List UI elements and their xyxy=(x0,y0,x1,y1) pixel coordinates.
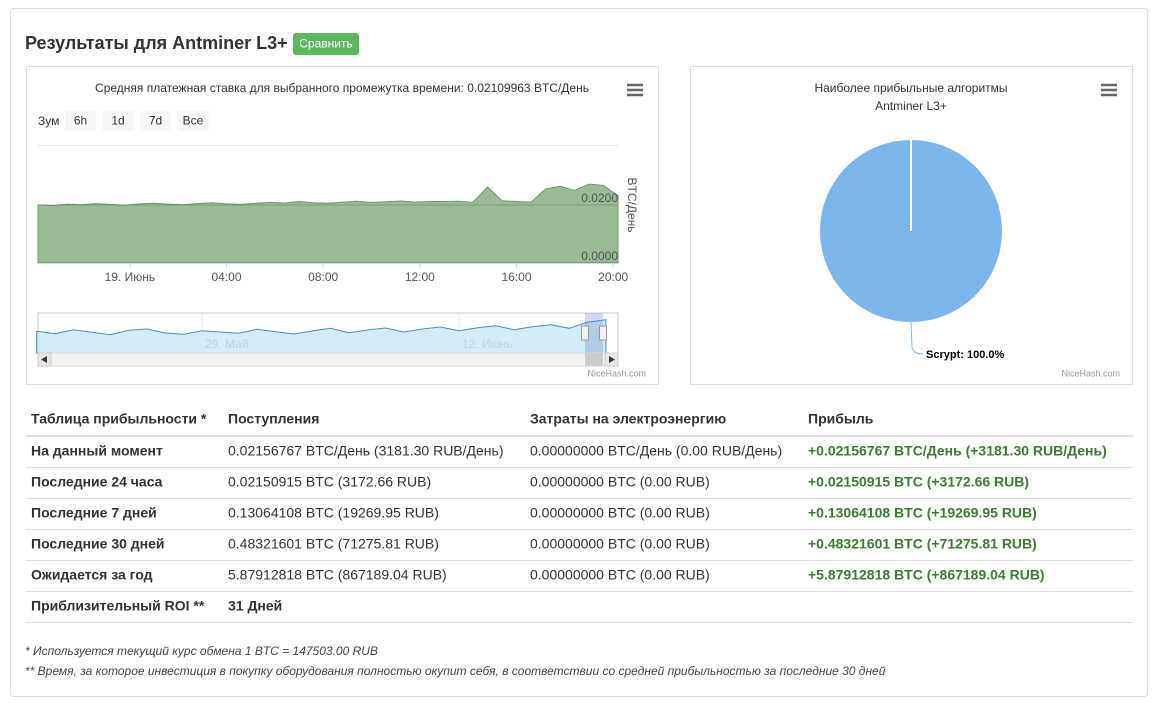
credits: NiceHash.com xyxy=(1061,368,1120,378)
scrollbar-thumb[interactable] xyxy=(585,353,603,366)
table-cell: 31 Дней xyxy=(228,598,282,614)
x-tick-label: 20:00 xyxy=(598,270,628,284)
table-cell: Последние 30 дней xyxy=(31,536,165,552)
x-tick-label: 04:00 xyxy=(211,270,241,284)
zoom-button[interactable] xyxy=(140,111,171,131)
label-connector xyxy=(910,321,924,355)
page-title: Результаты для Antminer L3+ xyxy=(25,33,288,53)
arrow xyxy=(609,356,615,363)
chart-title: Наиболее прибыльные алгоритмы xyxy=(814,81,1007,95)
zoom-button[interactable] xyxy=(177,111,209,131)
zoom-button-label[interactable]: Все xyxy=(183,114,204,128)
zoom-label: Зум xyxy=(38,114,59,128)
navigator-handle[interactable] xyxy=(599,325,607,341)
y-axis-label: BTC/День xyxy=(625,177,639,232)
table-header: Поступления xyxy=(228,411,319,427)
zoom-button[interactable] xyxy=(102,111,134,131)
data-label: Scrypt: 100.0% xyxy=(926,349,1004,361)
x-tick-label: 08:00 xyxy=(308,270,338,284)
table-cell: Последние 7 дней xyxy=(31,505,157,521)
table-cell: 0.02150915 BTC (3172.66 RUB) xyxy=(228,474,431,490)
table-cell: 0.48321601 BTC (71275.81 RUB) xyxy=(228,536,439,552)
table-cell: +0.02156767 BTC/День (+3181.30 RUB/День) xyxy=(808,443,1107,459)
zoom-button[interactable] xyxy=(65,111,96,131)
table-cell: 0.00000000 BTC/День (0.00 RUB/День) xyxy=(530,443,782,459)
table-header: Прибыль xyxy=(808,411,874,427)
table-cell: 0.02156767 BTC/День (3181.30 RUB/День) xyxy=(228,443,504,459)
table-cell: +0.48321601 BTC (+71275.81 RUB) xyxy=(808,536,1037,552)
menu-icon[interactable] xyxy=(1101,83,1117,97)
scrollbar-track xyxy=(37,352,619,367)
table-cell: +0.13064108 BTC (+19269.95 RUB) xyxy=(808,505,1037,521)
table-cell: 5.87912818 BTC (867189.04 RUB) xyxy=(228,567,447,583)
footnote: * Используется текущий курс обмена 1 BTC… xyxy=(25,644,378,658)
x-tick-label: 16:00 xyxy=(501,270,531,284)
zoom-button-label[interactable]: 6h xyxy=(74,114,87,128)
table-cell: Приблизительный ROI ** xyxy=(31,598,205,614)
navigator-area xyxy=(36,319,607,354)
arrow xyxy=(41,356,47,363)
zoom-button-label[interactable]: 1d xyxy=(111,114,124,128)
credits: NiceHash.com xyxy=(587,368,646,378)
y-tick-label: 0.0200 xyxy=(581,191,618,205)
footnote: ** Время, за которое инвестиция в покупк… xyxy=(25,664,886,678)
x-tick-label: 19. Июнь xyxy=(105,270,156,284)
x-tick-label: 12:00 xyxy=(405,270,435,284)
table-cell: 0.00000000 BTC (0.00 RUB) xyxy=(530,474,710,490)
table-cell: Последние 24 часа xyxy=(31,474,163,490)
y-tick-label: 0.0000 xyxy=(581,249,618,263)
zoom-button-label[interactable]: 7d xyxy=(149,114,162,128)
compare-button-label[interactable]: Сравнить xyxy=(299,37,352,51)
area xyxy=(37,183,619,264)
menu-icon[interactable] xyxy=(627,83,643,97)
table-cell: На данный момент xyxy=(31,443,163,459)
table-cell: 0.00000000 BTC (0.00 RUB) xyxy=(530,505,710,521)
chart-title: Средняя платежная ставка для выбранного … xyxy=(95,81,589,95)
navigator-handle[interactable] xyxy=(581,325,589,341)
table-cell: Ожидается за год xyxy=(31,567,153,583)
table-cell: 0.00000000 BTC (0.00 RUB) xyxy=(530,536,710,552)
table-header: Затраты на электроэнергию xyxy=(530,411,726,427)
navigator-selection[interactable] xyxy=(585,313,603,353)
compare-button[interactable] xyxy=(293,33,359,55)
table-cell: +0.02150915 BTC (+3172.66 RUB) xyxy=(808,474,1029,490)
table-cell: +5.87912818 BTC (+867189.04 RUB) xyxy=(808,567,1045,583)
table-cell: 0.00000000 BTC (0.00 RUB) xyxy=(530,567,710,583)
table-cell: 0.13064108 BTC (19269.95 RUB) xyxy=(228,505,439,521)
table-header: Таблица прибыльности * xyxy=(31,411,207,427)
chart-subtitle: Antminer L3+ xyxy=(875,99,947,113)
